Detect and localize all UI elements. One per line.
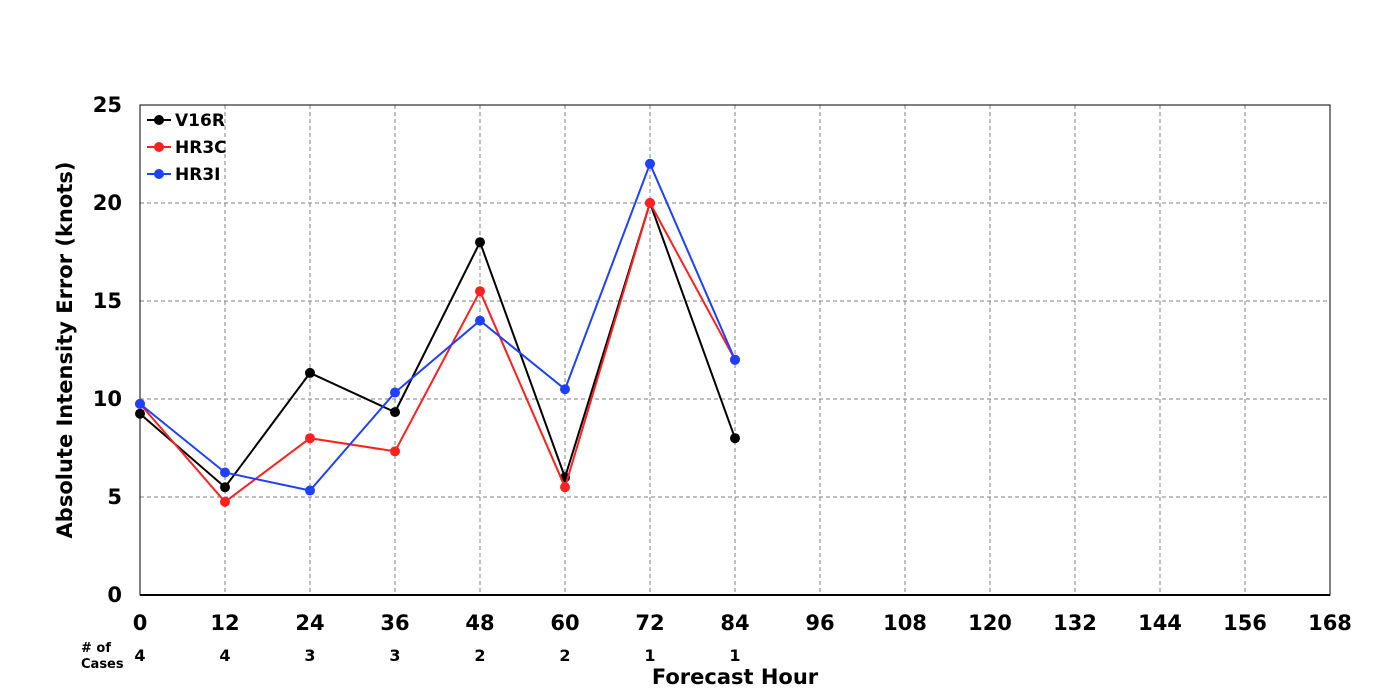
grid	[140, 105, 1330, 595]
legend-swatch-marker	[154, 115, 164, 125]
case-count: 3	[304, 646, 315, 665]
case-count: 4	[219, 646, 230, 665]
data-point	[645, 198, 655, 208]
legend-swatch-marker	[154, 142, 164, 152]
x-tick-labels: 0 12 24 36 48 60 72 84 96 108 120 132 144 156 168	[133, 611, 1352, 635]
legend-item-hr3i: HR3I	[147, 165, 220, 185]
case-count: 1	[729, 646, 740, 665]
legend-label: HR3C	[175, 138, 227, 158]
data-point	[645, 158, 655, 169]
data-point	[390, 407, 400, 418]
y-tick-label: 25	[93, 93, 122, 117]
x-axis-title: Forecast Hour	[652, 665, 819, 689]
x-tick-label: 60	[550, 611, 579, 635]
case-count: 4	[134, 646, 145, 665]
data-point	[730, 433, 740, 444]
y-tick-label: 5	[107, 485, 122, 509]
data-point	[560, 384, 570, 395]
case-count: 2	[474, 646, 485, 665]
legend-label: V16R	[175, 111, 225, 131]
series-hr3c	[135, 198, 740, 507]
x-tick-label: 24	[295, 611, 324, 635]
data-point	[475, 286, 485, 297]
data-point	[475, 237, 485, 248]
x-tick-label: 48	[465, 611, 494, 635]
cases-row: # of Cases 4 4 3 3 2 2 1 1	[81, 641, 741, 672]
x-tick-label: 36	[380, 611, 409, 635]
data-point	[390, 446, 400, 457]
x-tick-label: 108	[883, 611, 927, 635]
legend: V16R HR3C HR3I	[147, 111, 227, 185]
x-tick-label: 12	[210, 611, 239, 635]
data-point	[135, 398, 145, 409]
data-point	[730, 354, 740, 365]
data-point	[305, 367, 315, 378]
y-tick-label: 15	[93, 289, 122, 313]
legend-item-v16r: V16R	[147, 111, 225, 131]
case-count: 2	[559, 646, 570, 665]
legend-item-hr3c: HR3C	[147, 138, 227, 158]
data-point	[220, 482, 230, 493]
series-line	[139, 161, 736, 492]
data-point	[135, 408, 145, 419]
x-tick-label: 156	[1223, 611, 1267, 635]
series-v16r	[135, 198, 740, 493]
series-line	[139, 199, 736, 489]
data-point	[305, 433, 315, 444]
case-count: 1	[644, 646, 655, 665]
data-point	[390, 387, 400, 398]
x-tick-label: 84	[720, 611, 749, 635]
case-count: 3	[389, 646, 400, 665]
x-tick-label: 120	[968, 611, 1012, 635]
y-tick-labels: 0 5 10 15 20 25	[93, 93, 122, 607]
legend-label: HR3I	[175, 165, 220, 185]
series-hr3i	[135, 158, 740, 496]
data-point	[220, 467, 230, 478]
y-tick-label: 20	[93, 191, 122, 215]
cases-label-line1: # of	[81, 641, 111, 656]
cases-label-line2: Cases	[81, 657, 124, 672]
y-tick-label: 0	[107, 583, 122, 607]
x-tick-label: 144	[1138, 611, 1182, 635]
x-tick-label: 168	[1308, 611, 1352, 635]
y-axis-title: Absolute Intensity Error (knots)	[53, 162, 77, 539]
data-point	[220, 496, 230, 507]
series-layer	[135, 158, 740, 507]
series-line	[139, 200, 736, 504]
data-point	[475, 315, 485, 326]
y-tick-label: 10	[93, 387, 122, 411]
x-tick-label: 96	[805, 611, 834, 635]
x-tick-label: 132	[1053, 611, 1097, 635]
data-point	[305, 485, 315, 496]
legend-swatch-marker	[154, 169, 164, 179]
data-point	[560, 482, 570, 493]
x-tick-label: 0	[133, 611, 148, 635]
x-tick-label: 72	[635, 611, 664, 635]
